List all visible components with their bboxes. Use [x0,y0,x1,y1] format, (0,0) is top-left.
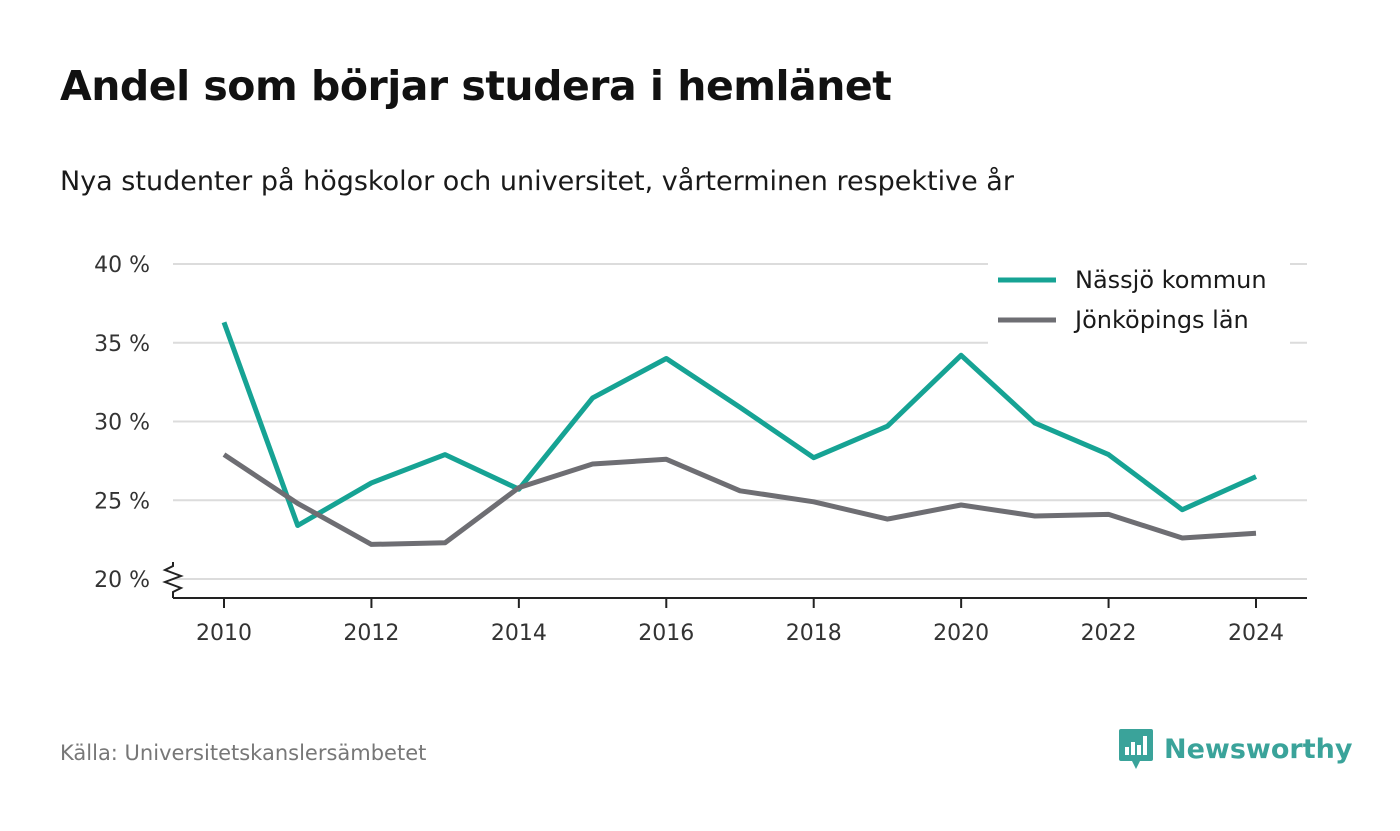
y-axis-break-icon [162,562,184,598]
series-line-2 [222,452,1257,547]
legend-background [988,258,1290,344]
series-lines [221,321,1258,547]
legend-label-2: Jönköpings län [1073,306,1249,334]
y-tick-label-40: 40 % [94,253,150,278]
x-tick-label-2022: 2022 [1081,621,1137,646]
source-note: Källa: Universitetskanslersämbetet [60,741,427,765]
chart-subtitle: Nya studenter på högskolor och universit… [60,166,1014,197]
axes: 20 % 25 % 30 % 35 % 40 % 2010 2012 2014 2016 2018… [94,253,1307,646]
brand-name: Newsworthy [1164,733,1353,765]
y-tick-label-25: 25 % [94,489,150,514]
x-tick-label-2018: 2018 [786,621,842,646]
x-tick-label-2012: 2012 [343,621,399,646]
x-tick-label-2024: 2024 [1228,621,1284,646]
series-line-1 [221,321,1258,528]
y-tick-label-20: 20 % [94,568,150,593]
y-tick-label-35: 35 % [94,332,150,357]
x-tick-label-2020: 2020 [933,621,989,646]
x-tick-label-2010: 2010 [196,621,252,646]
x-tick-label-2016: 2016 [638,621,694,646]
line-chart: 20 % 25 % 30 % 35 % 40 % 2010 2012 2014 2016 2018… [94,253,1307,646]
brand-logo[interactable]: Newsworthy [1118,726,1352,772]
y-tick-label-30: 30 % [94,411,150,436]
x-tick-label-2014: 2014 [491,621,547,646]
newsworthy-logo-icon [1119,729,1153,769]
legend-label-1: Nässjö kommun [1075,266,1267,294]
chart-title: Andel som börjar studera i hemlänet [60,62,892,110]
legend: Nässjö kommun Jönköpings län [988,258,1290,344]
